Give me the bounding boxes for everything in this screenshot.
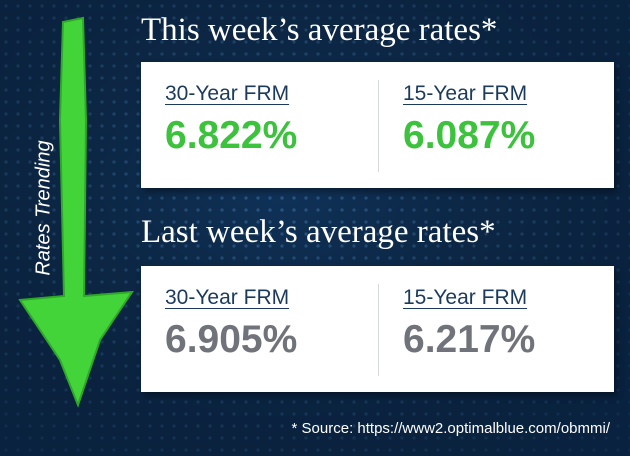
- arrow-label: Rates Trending: [32, 140, 55, 276]
- source-note: * Source: https://www2.optimalblue.com/o…: [291, 420, 610, 437]
- rate-box: 30-Year FRM 6.905% 15-Year FRM 6.217%: [141, 266, 614, 392]
- trend-arrow: [18, 16, 134, 408]
- section-title: This week’s average rates*: [141, 12, 498, 48]
- rate-label: 15-Year FRM: [403, 82, 528, 105]
- divider: [378, 80, 379, 172]
- rate-value: 6.905%: [165, 318, 298, 361]
- rate-label: 15-Year FRM: [403, 286, 528, 309]
- rate-value: 6.087%: [403, 114, 536, 157]
- rate-value: 6.217%: [403, 318, 536, 361]
- divider: [378, 284, 379, 376]
- rate-label: 30-Year FRM: [165, 286, 290, 309]
- rate-value: 6.822%: [165, 114, 298, 157]
- rate-box: 30-Year FRM 6.822% 15-Year FRM 6.087%: [141, 62, 614, 188]
- rate-label: 30-Year FRM: [165, 82, 290, 105]
- section-title: Last week’s average rates*: [141, 214, 496, 250]
